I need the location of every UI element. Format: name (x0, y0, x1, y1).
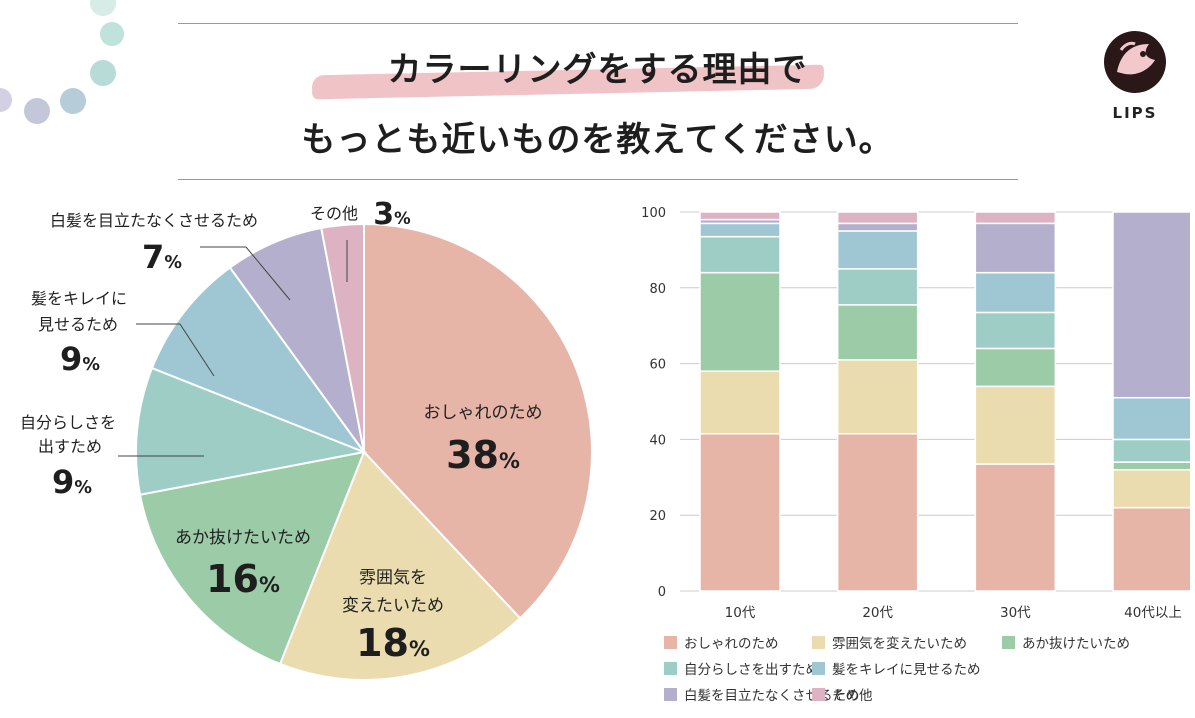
bar-segment (1112, 468, 1190, 509)
legend-item: その他 (812, 684, 873, 704)
pie-value-self: 9% (52, 463, 92, 501)
bar-segment (974, 385, 1057, 465)
decor-dot (60, 88, 86, 114)
bar-segment (836, 359, 919, 435)
legend-item: あか抜けたいため (1002, 632, 1130, 652)
title-line-2: もっとも近いものを教えてください。 (301, 120, 894, 160)
pie-slice (138, 450, 366, 666)
pie-chart: おしゃれのため 38% 雰囲気を変えたいため 18% あか抜けたいため 16% 自分らしさを… (20, 197, 593, 681)
y-tick-label: 40 (649, 433, 666, 448)
pie-label-pretty-2: 見せるため (38, 315, 118, 334)
bar-segment (699, 235, 781, 274)
pie-value-pretty: 9% (60, 340, 100, 378)
bar-segment (974, 211, 1057, 225)
pie-slice (278, 450, 522, 681)
legend-swatch (812, 687, 825, 701)
legend-item: 雰囲気を変えたいため (812, 632, 967, 652)
decor-dot (90, 0, 116, 16)
bar-segment (974, 271, 1057, 314)
legend-item: 自分らしさを出すため (664, 658, 819, 678)
bar-segment (1112, 438, 1190, 463)
y-tick-label: 20 (649, 509, 666, 524)
pie-label-self-2: 出すため (38, 437, 102, 456)
pie-label-pretty-1: 髪をキレイに (31, 289, 127, 308)
y-tick-label: 100 (641, 206, 666, 221)
bar-segment (836, 211, 919, 225)
legend-swatch (1002, 635, 1015, 649)
title-line-1: カラーリングをする理由で (0, 42, 1195, 91)
bar-segment (974, 463, 1057, 592)
pie-slice (150, 266, 367, 455)
title-rule-bottom (178, 179, 1018, 180)
x-tick-label: 30代 (1000, 605, 1031, 621)
bar-segment (836, 268, 919, 306)
pie-value-less-red: 16% (206, 557, 280, 601)
pie-slice (135, 366, 368, 496)
pie-value-hide-gray: 7% (142, 238, 182, 276)
pie-slice (320, 222, 365, 453)
bar-segment (699, 370, 781, 435)
title-highlight-text: カラーリングをする理由 (387, 50, 773, 90)
bar-segment (974, 222, 1057, 274)
bar-segment (836, 304, 919, 361)
lips-logo-icon (1104, 31, 1166, 93)
bar-segment (836, 230, 919, 270)
bar-segment (836, 432, 919, 592)
pie-value-atmosphere: 18% (356, 621, 430, 665)
pie-label-self-1: 自分らしさを (20, 413, 116, 432)
legend-swatch (664, 635, 677, 649)
leader-line (179, 323, 215, 377)
bar-segment (836, 222, 919, 232)
legend-swatch (812, 635, 825, 649)
bar-segment (1112, 506, 1190, 592)
x-tick-label: 40代以上 (1124, 605, 1182, 621)
x-tick-label: 20代 (862, 605, 893, 621)
decor-dot (100, 22, 124, 46)
pie-label-atmosphere-1: 雰囲気を (359, 568, 427, 588)
legend-label: あか抜けたいため (1022, 636, 1130, 652)
legend-label: 雰囲気を変えたいため (832, 636, 967, 652)
decor-dot (0, 88, 12, 112)
bar-segment (974, 347, 1057, 388)
bar-segment (1112, 396, 1190, 441)
decor-dot (90, 60, 116, 86)
pie-label-atmosphere-2: 変えたいため (342, 596, 444, 616)
bar-segment (974, 311, 1057, 350)
y-tick-label: 0 (658, 585, 666, 600)
leader-line (245, 246, 291, 301)
bar-segment (699, 222, 781, 238)
legend-label: 自分らしさを出すため (684, 662, 819, 678)
title-rest-text: で (772, 50, 808, 90)
x-tick-label: 10代 (725, 605, 756, 621)
y-tick-label: 80 (649, 282, 666, 297)
pie-slice (363, 222, 593, 620)
legend-swatch (664, 687, 677, 701)
lips-logo-text: LIPS (1112, 104, 1158, 122)
bar-segment (699, 211, 781, 221)
legend-swatch (812, 661, 825, 675)
pie-label-hide-gray: 白髪を目立たなくさせるため (50, 211, 258, 230)
legend-label: おしゃれのため (684, 636, 779, 652)
legend-item: 髪をキレイに見せるため (812, 658, 981, 678)
y-tick-label: 60 (649, 358, 666, 373)
bar-segment (1112, 461, 1190, 471)
decor-dot (24, 98, 50, 124)
bar-segment (699, 432, 781, 592)
legend-label: その他 (832, 688, 873, 704)
title-rule-top (178, 23, 1018, 24)
bar-segment (699, 271, 781, 372)
legend-item: おしゃれのため (664, 632, 779, 652)
legend-label: 髪をキレイに見せるため (832, 662, 981, 678)
pie-value-other: 3% (373, 197, 411, 232)
stacked-bar-chart: 0 20 40 60 80 100 10代 20代 30代 40代以上 (641, 206, 1190, 621)
pie-label-fashion: おしゃれのため (424, 403, 543, 423)
pie-label-other: その他 (310, 204, 358, 223)
bar-segment (1112, 211, 1190, 399)
pie-label-less-red: あか抜けたいため (175, 528, 311, 548)
pie-value-fashion: 38% (446, 433, 520, 477)
legend-swatch (664, 661, 677, 675)
